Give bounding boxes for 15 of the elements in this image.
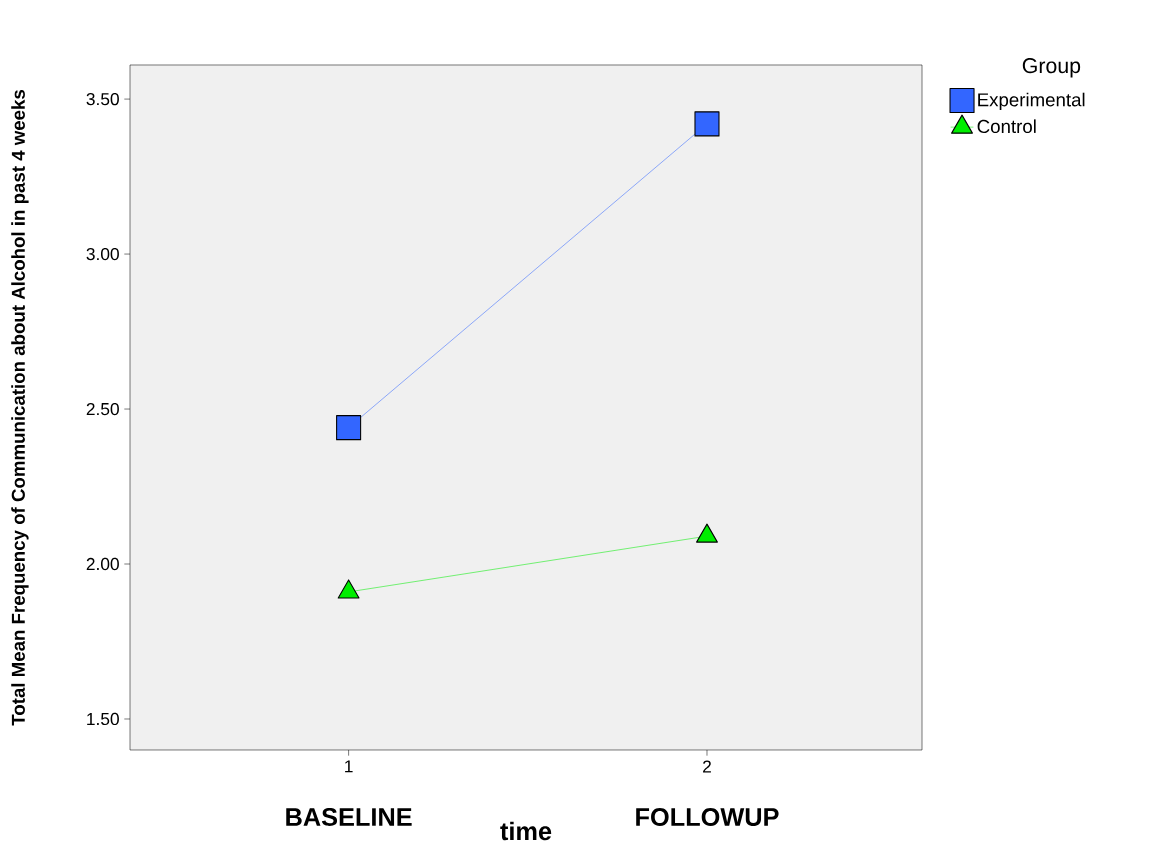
legend-title: Group — [1022, 58, 1081, 78]
legend-label: Control — [977, 119, 1036, 134]
y-axis-title: Total Mean Frequency of Communication about Alcohol in past 4 weeks — [11, 90, 29, 726]
y-tick-label: 3.50 — [86, 92, 119, 106]
x-axis-title: time — [500, 821, 552, 841]
x-tick-label: 1 — [345, 760, 353, 773]
y-tick-label: 1.50 — [87, 712, 119, 726]
x-tick-label: 2 — [703, 760, 711, 773]
text: BASELINE — [286, 808, 412, 826]
point — [694, 111, 720, 137]
y-tick-label: 2.50 — [86, 402, 119, 416]
legend-label: Experimental — [978, 92, 1085, 111]
y-tick-label: 2.00 — [86, 557, 119, 571]
text: FOLLOWUP — [636, 808, 779, 826]
y-tick-label: 3.00 — [86, 247, 119, 261]
